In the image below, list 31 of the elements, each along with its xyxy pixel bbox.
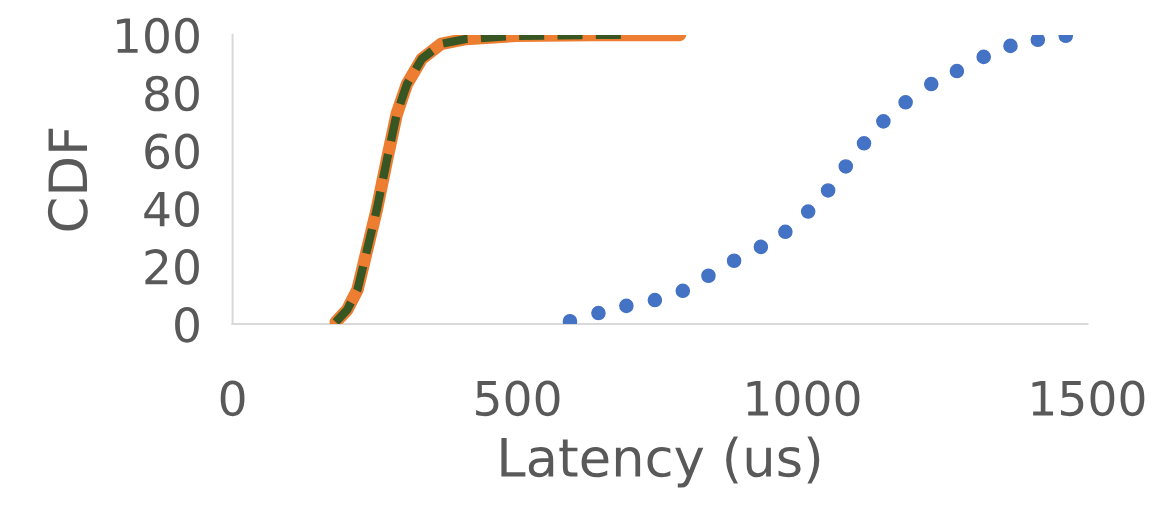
point (898, 94, 913, 110)
x-tick-label: 500 (476, 380, 560, 417)
point (949, 63, 965, 79)
point (820, 183, 836, 198)
y-tick-label: 40 (144, 191, 199, 228)
y-tick-label: 60 (145, 133, 199, 170)
point (726, 253, 742, 269)
point (619, 298, 634, 314)
y-tick-label: 0 (175, 306, 199, 343)
point (675, 283, 691, 299)
point (753, 239, 769, 255)
point (778, 224, 793, 240)
point (701, 268, 716, 284)
y-tick-label: 20 (145, 249, 199, 285)
point (856, 136, 872, 151)
point (1030, 34, 1046, 48)
point (591, 305, 606, 321)
point (647, 292, 663, 308)
point (976, 49, 991, 65)
point (923, 76, 939, 92)
y-tick-label: 100 (117, 17, 199, 54)
point (1003, 38, 1018, 54)
x-tick-label: 0 (220, 380, 245, 417)
point (876, 114, 891, 129)
point (838, 159, 854, 174)
x-tick-label: 1000 (747, 380, 860, 417)
y-tick-label: 80 (145, 75, 199, 112)
x-tick-label: 1500 (1032, 380, 1145, 417)
x-axis-title: Latency (us) (501, 436, 820, 488)
point (800, 204, 816, 219)
y-axis-title: CDF (47, 128, 88, 231)
